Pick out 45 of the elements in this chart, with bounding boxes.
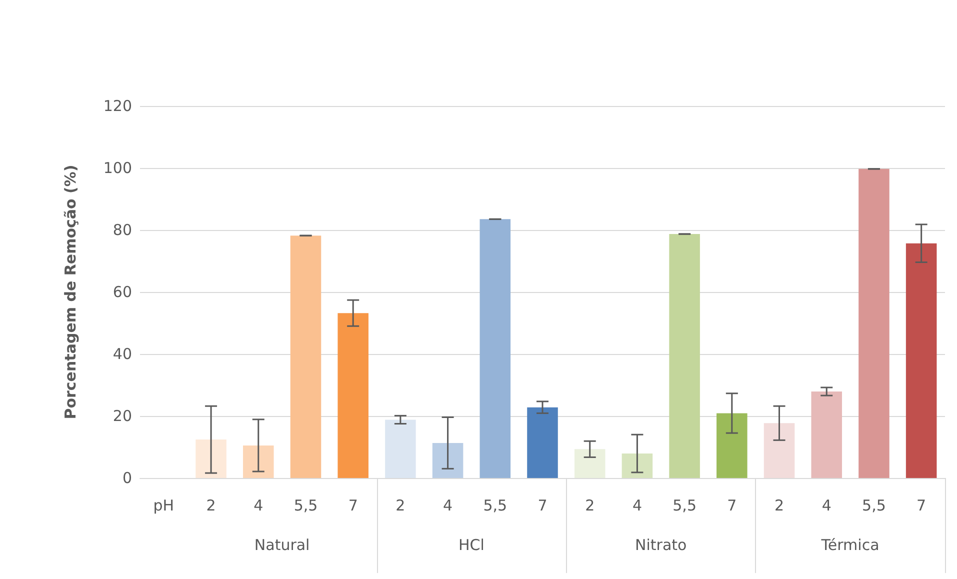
bar: [338, 313, 368, 478]
bar: [669, 234, 700, 478]
bar: [622, 454, 653, 478]
x-tick-label: 4: [443, 496, 453, 514]
x-tick-label: 7: [727, 496, 737, 514]
bar: [432, 442, 464, 478]
x-tick-label: 7: [538, 496, 548, 514]
bar: [290, 236, 322, 478]
bar: [385, 420, 416, 478]
y-tick-label: 20: [112, 407, 132, 425]
bar: [716, 413, 748, 478]
bar: [196, 440, 226, 478]
x-tick-label: 2: [396, 496, 406, 514]
x-tick-label: 7: [916, 496, 926, 514]
x-tick-label: 4: [632, 496, 642, 514]
bar: [811, 392, 842, 478]
x-tick-label: 5,5: [862, 496, 886, 514]
bar: [527, 407, 558, 478]
bar: [480, 219, 511, 478]
bar: [574, 449, 606, 478]
x-tick-label: 2: [774, 496, 784, 514]
text: Nitrato: [635, 536, 687, 554]
text: HCl: [458, 536, 484, 554]
x-tick-label: 2: [206, 496, 216, 514]
x-tick-label: 5,5: [483, 496, 508, 514]
x-tick-label: 4: [822, 496, 832, 514]
y-tick-label: 80: [112, 221, 132, 239]
x-tick-label: pH: [153, 496, 174, 514]
bar: [764, 423, 795, 478]
text: Térmica: [820, 536, 880, 554]
y-tick-label: 100: [103, 159, 132, 177]
y-axis-title: Porcentagem de Remoção (%): [62, 164, 80, 420]
x-tick-label: 2: [585, 496, 595, 514]
bar: [906, 243, 937, 478]
y-tick-label: 60: [112, 283, 132, 301]
x-tick-label: 5,5: [294, 496, 318, 514]
x-tick-label: 4: [254, 496, 264, 514]
bar: [242, 445, 274, 478]
bar: [858, 168, 890, 478]
x-tick-label: 5,5: [672, 496, 696, 514]
text: Natural: [254, 536, 310, 554]
y-tick-label: 0: [122, 469, 132, 487]
y-tick-label: 40: [112, 345, 132, 363]
y-tick-label: 120: [103, 97, 132, 115]
x-tick-label: 7: [348, 496, 358, 514]
